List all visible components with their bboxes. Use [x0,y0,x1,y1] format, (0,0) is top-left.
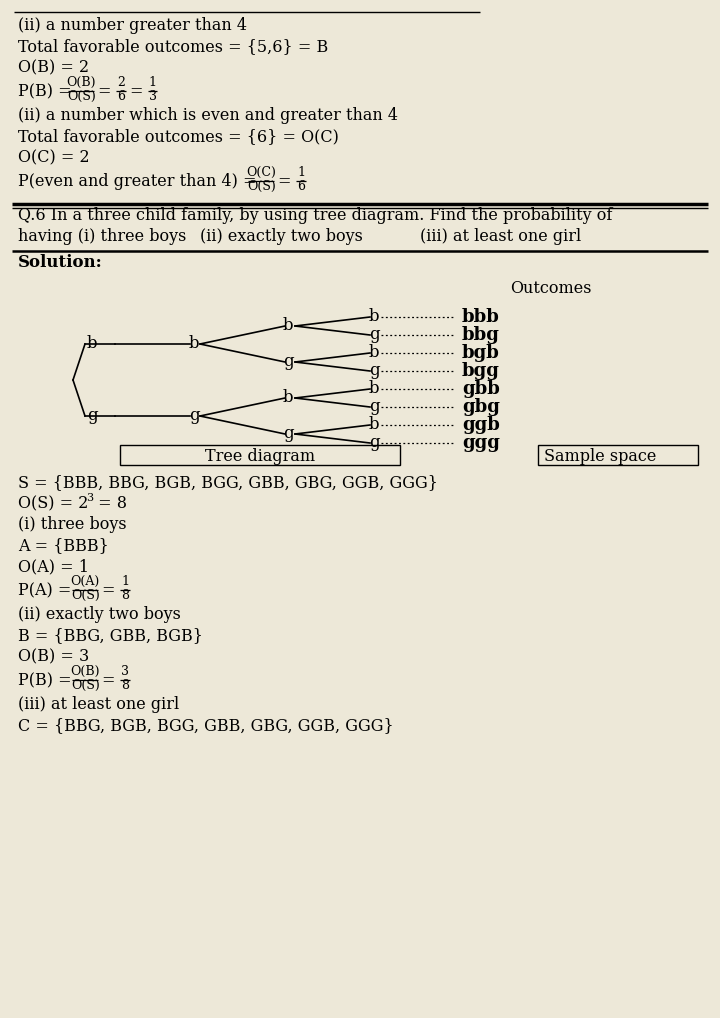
Text: (ii) a number which is even and greater than 4: (ii) a number which is even and greater … [18,107,398,124]
Text: (ii) a number greater than 4: (ii) a number greater than 4 [18,17,247,34]
Text: Tree diagram: Tree diagram [205,448,315,465]
Text: 3: 3 [121,665,129,678]
Text: =: = [99,83,117,100]
Text: A = {BBB}: A = {BBB} [18,538,109,554]
Text: g: g [369,326,379,343]
Text: O(S): O(S) [71,589,99,602]
Text: O(B): O(B) [66,76,96,89]
Text: b: b [369,344,379,361]
Text: O(B) = 3: O(B) = 3 [18,648,89,665]
Bar [538,445,698,465]
Text: b: b [87,335,98,352]
Text: 1: 1 [121,575,129,588]
Text: =: = [102,582,121,599]
Text: O(S): O(S) [247,180,276,193]
Text: Q.6 In a three child family, by using tree diagram. Find the probability of: Q.6 In a three child family, by using tr… [18,207,613,224]
Text: g: g [369,398,379,415]
Text: 1: 1 [149,76,157,89]
Text: (iii) at least one girl: (iii) at least one girl [420,228,581,245]
Text: O(S): O(S) [71,679,99,692]
Text: g: g [369,434,379,451]
Text: =: = [279,173,297,190]
Text: bbg: bbg [462,326,500,344]
Text: b: b [283,317,294,334]
Text: O(B) = 2: O(B) = 2 [18,59,89,76]
Text: (i) three boys: (i) three boys [18,516,127,533]
Text: b: b [189,335,199,352]
Text: = 8: = 8 [93,495,127,512]
Text: P(A) =: P(A) = [18,582,76,599]
Text: b: b [283,389,294,406]
Text: Total favorable outcomes = {5,6} = B: Total favorable outcomes = {5,6} = B [18,38,328,55]
Text: (ii) exactly two boys: (ii) exactly two boys [18,606,181,623]
Text: 2: 2 [117,76,125,89]
Text: O(C) = 2: O(C) = 2 [18,149,89,166]
Text: bgg: bgg [462,362,500,380]
Text: Total favorable outcomes = {6} = O(C): Total favorable outcomes = {6} = O(C) [18,128,339,145]
Text: ggb: ggb [462,416,500,434]
Text: g: g [283,425,294,442]
Text: b: b [369,380,379,397]
Text: 8: 8 [121,679,129,692]
Text: g: g [369,362,379,379]
Text: Outcomes: Outcomes [510,280,592,297]
Text: C = {BBG, BGB, BGG, GBB, GBG, GGB, GGG}: C = {BBG, BGB, BGG, GBB, GBG, GGB, GGG} [18,717,394,734]
Text: b: b [369,416,379,433]
Text: bgb: bgb [462,344,500,362]
Text: (iii) at least one girl: (iii) at least one girl [18,696,179,713]
Text: O(A): O(A) [71,575,100,588]
Text: 8: 8 [121,589,129,602]
Text: 6: 6 [297,180,305,193]
Text: O(S) = 2: O(S) = 2 [18,495,89,512]
Text: P(even and greater than 4) =: P(even and greater than 4) = [18,173,261,190]
Text: S = {BBB, BBG, BGB, BGG, GBB, GBG, GGB, GGG}: S = {BBB, BBG, BGB, BGG, GBB, GBG, GGB, … [18,474,438,491]
Text: g: g [283,353,294,370]
Text: bbb: bbb [462,308,500,326]
Text: O(S): O(S) [67,90,96,103]
Text: =: = [130,83,148,100]
Text: gbb: gbb [462,380,500,398]
Text: b: b [369,308,379,325]
Text: O(B): O(B) [71,665,100,678]
Text: having (i) three boys: having (i) three boys [18,228,186,245]
Text: Solution:: Solution: [18,254,103,271]
Text: O(C): O(C) [246,166,276,179]
Text: g: g [87,407,98,425]
Text: g: g [189,407,199,425]
Text: B = {BBG, GBB, BGB}: B = {BBG, GBB, BGB} [18,627,203,644]
Text: P(B) =: P(B) = [18,672,77,689]
Text: 3: 3 [86,493,93,503]
Text: gbg: gbg [462,398,500,416]
Text: ggg: ggg [462,434,500,452]
Text: P(B) =: P(B) = [18,83,77,100]
Text: O(A) = 1: O(A) = 1 [18,558,89,575]
Text: 3: 3 [149,90,157,103]
Text: (ii) exactly two boys: (ii) exactly two boys [200,228,363,245]
Text: 1: 1 [297,166,305,179]
Text: Sample space: Sample space [544,448,657,465]
Text: =: = [102,672,121,689]
Text: 6: 6 [117,90,125,103]
Bar [120,445,400,465]
